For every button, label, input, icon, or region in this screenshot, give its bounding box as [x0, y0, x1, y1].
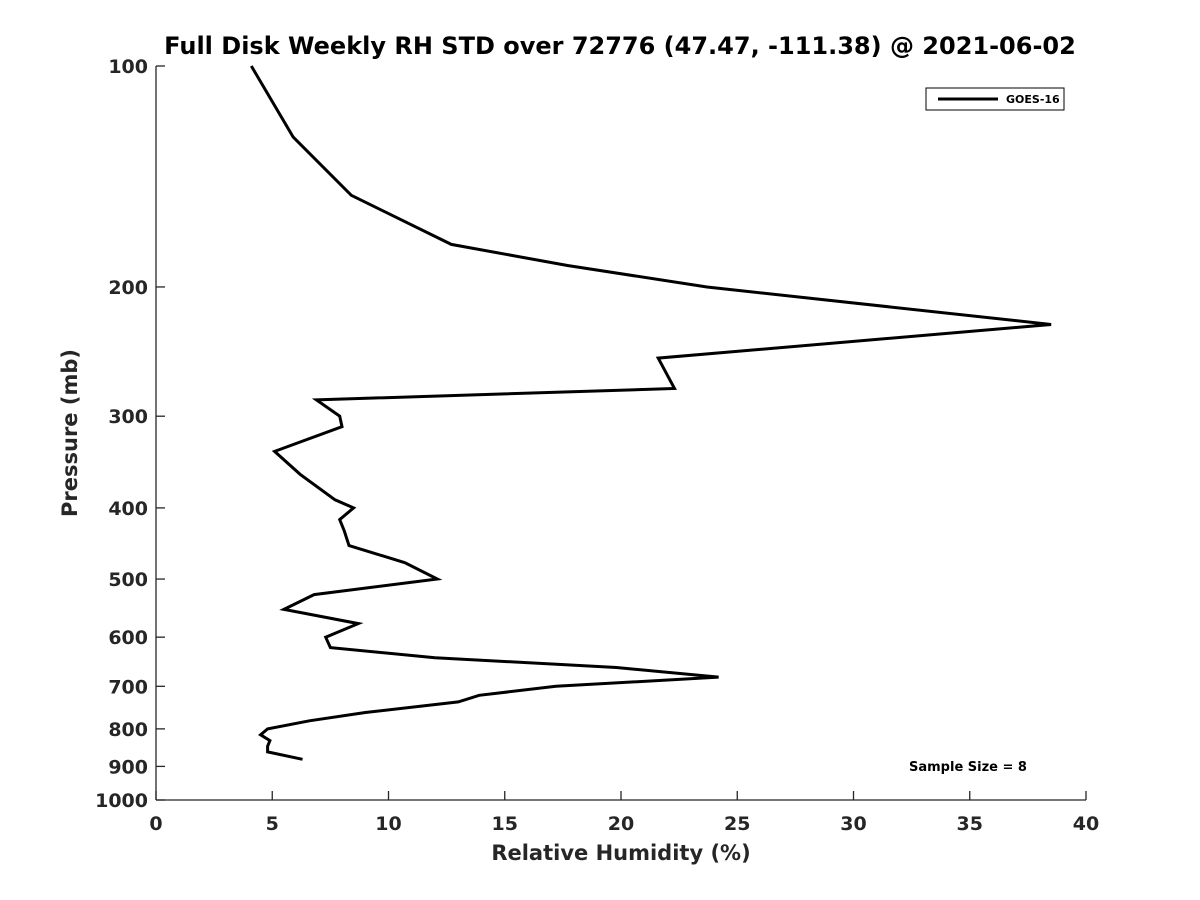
y-tick-label: 500: [108, 569, 148, 591]
x-tick-label: 5: [266, 813, 279, 835]
chart-title: Full Disk Weekly RH STD over 72776 (47.4…: [164, 32, 1076, 60]
y-axis-label: Pressure (mb): [58, 349, 82, 517]
y-tick-label: 300: [108, 406, 148, 428]
y-axis-ticks: 100 200 300 400 500 600 700 800 900 1000: [95, 56, 165, 812]
x-tick-label: 40: [1073, 813, 1099, 835]
x-axis-ticks: 0 5 10 15 20 25 30 35 40: [149, 791, 1099, 835]
x-tick-label: 20: [608, 813, 634, 835]
series-layer: [250, 65, 1052, 761]
x-axis-label: Relative Humidity (%): [491, 841, 750, 865]
x-tick-label: 15: [492, 813, 518, 835]
x-tick-label: 30: [840, 813, 866, 835]
y-tick-label: 600: [108, 627, 148, 649]
x-tick-label: 35: [957, 813, 983, 835]
legend-label: GOES-16: [1006, 93, 1060, 106]
series-line-goes-16: [250, 65, 1052, 761]
x-tick-label: 10: [375, 813, 401, 835]
x-tick-label: 25: [724, 813, 750, 835]
y-tick-label: 800: [108, 719, 148, 741]
legend: GOES-16: [925, 87, 1065, 111]
y-tick-label: 700: [108, 676, 148, 698]
y-tick-label: 400: [108, 498, 148, 520]
x-tick-label: 0: [149, 813, 162, 835]
y-tick-label: 1000: [95, 790, 148, 812]
y-tick-label: 100: [108, 56, 148, 78]
y-tick-label: 900: [108, 756, 148, 778]
y-tick-label: 200: [108, 277, 148, 299]
sample-size-annotation: Sample Size = 8: [909, 760, 1027, 775]
